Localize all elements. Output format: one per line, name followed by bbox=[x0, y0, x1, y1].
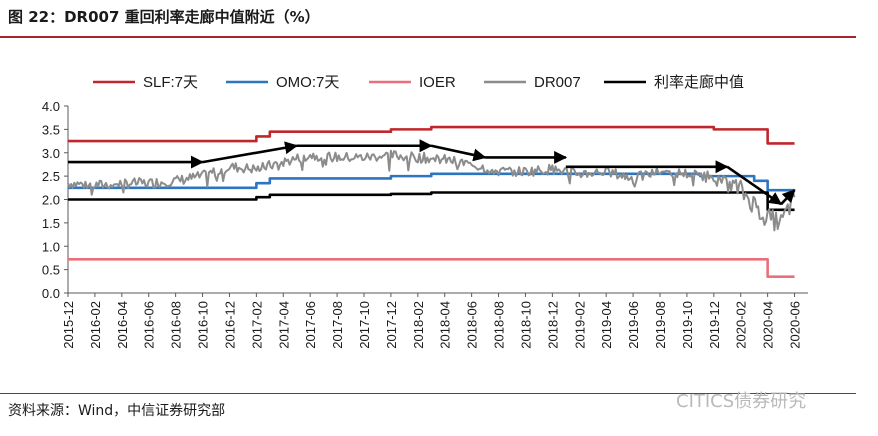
y-tick-label: 0.5 bbox=[42, 263, 60, 278]
y-tick-label: 1.0 bbox=[42, 239, 60, 254]
x-tick-label: 2019-06 bbox=[626, 301, 641, 349]
x-tick-label: 2016-08 bbox=[169, 301, 184, 349]
y-tick-label: 1.5 bbox=[42, 216, 60, 231]
x-tick-label: 2018-06 bbox=[465, 301, 480, 349]
y-tick-label: 2.5 bbox=[42, 169, 60, 184]
y-tick-label: 4.0 bbox=[42, 99, 60, 114]
x-tick-label: 2016-04 bbox=[115, 301, 130, 349]
legend-label-4: 利率走廊中值 bbox=[654, 74, 744, 91]
watermark: CITICS债券研究 bbox=[676, 391, 807, 412]
x-tick-label: 2017-06 bbox=[303, 301, 318, 349]
x-tick-label: 2019-04 bbox=[599, 301, 614, 349]
x-tick-label: 2018-08 bbox=[492, 301, 507, 349]
series-line-2-ioer bbox=[68, 258, 795, 278]
y-tick-label: 3.0 bbox=[42, 146, 60, 161]
trend-arrow-3 bbox=[430, 144, 487, 162]
legend-label-3: DR007 bbox=[534, 74, 581, 91]
figure-title: 图 22：DR007 重回利率走廊中值附近（%） bbox=[8, 8, 320, 26]
x-tick-label: 2018-02 bbox=[411, 301, 426, 349]
x-tick-label: 2017-08 bbox=[330, 301, 345, 349]
legend-label-1: OMO:7天 bbox=[276, 74, 339, 91]
x-tick-label: 2017-10 bbox=[357, 301, 372, 349]
x-tick-label: 2019-12 bbox=[707, 301, 722, 349]
x-tick-label: 2018-04 bbox=[438, 301, 453, 349]
chart: SLF:7天 OMO:7天 IOER DR007 利率走廊中值 0.0 0.5 1.0 1.5… bbox=[42, 74, 808, 349]
x-tick-label: 2020-02 bbox=[734, 301, 749, 349]
x-tick-label: 2017-04 bbox=[276, 301, 291, 349]
y-tick-label: 2.0 bbox=[42, 193, 60, 208]
series-line-0-slf-7 bbox=[68, 125, 795, 145]
trend-arrow-1 bbox=[202, 141, 299, 164]
trend-arrow-6 bbox=[726, 165, 783, 206]
x-tick-label: 2019-02 bbox=[572, 301, 587, 349]
series-line-1-omo-7 bbox=[68, 172, 795, 192]
x-tick-label: 2016-06 bbox=[142, 301, 157, 349]
x-tick-label: 2016-02 bbox=[88, 301, 103, 349]
x-tick-label: 2019-08 bbox=[653, 301, 668, 349]
legend-label-0: SLF:7天 bbox=[143, 74, 198, 91]
x-tick-label: 2020-06 bbox=[788, 301, 803, 349]
legend: SLF:7天 OMO:7天 IOER DR007 利率走廊中值 bbox=[93, 74, 744, 91]
series-line-3-dr007 bbox=[67, 149, 796, 232]
x-tick-label: 2019-10 bbox=[680, 301, 695, 349]
arrow-layer bbox=[68, 139, 796, 206]
trend-arrow-7 bbox=[780, 189, 796, 206]
series-layer bbox=[67, 125, 796, 278]
source-note: 资料来源：Wind，中信证券研究部 bbox=[8, 403, 226, 419]
axes: 0.0 0.5 1.0 1.5 2.0 2.5 3.0 3.5 4.0 2015-12 2016-0… bbox=[42, 99, 808, 349]
title-rule bbox=[0, 36, 856, 38]
x-tick-label: 2017-02 bbox=[249, 301, 264, 349]
x-tick-label: 2016-12 bbox=[222, 301, 237, 349]
x-tick-label: 2020-04 bbox=[761, 301, 776, 349]
x-tick-label: 2016-10 bbox=[196, 301, 211, 349]
y-tick-label: 0.0 bbox=[42, 286, 60, 301]
legend-label-2: IOER bbox=[419, 74, 456, 91]
series-line-4-series bbox=[68, 191, 795, 212]
footer-rule bbox=[0, 393, 856, 394]
x-tick-label: 2018-10 bbox=[518, 301, 533, 349]
x-tick-label: 2015-12 bbox=[61, 301, 76, 349]
x-tick-label: 2018-12 bbox=[545, 301, 560, 349]
x-tick-label: 2017-12 bbox=[384, 301, 399, 349]
y-tick-label: 3.5 bbox=[42, 122, 60, 137]
